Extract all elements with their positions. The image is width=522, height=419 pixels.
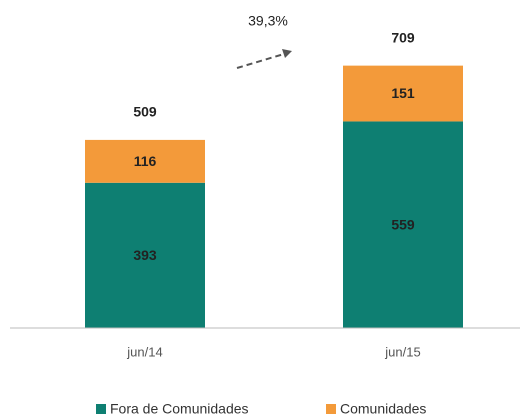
x-tick-label: jun/14 bbox=[126, 344, 162, 359]
growth-arrow-head bbox=[282, 49, 292, 58]
bar-segment bbox=[343, 65, 463, 122]
value-label: 559 bbox=[391, 216, 415, 232]
bar-segment bbox=[85, 139, 205, 183]
total-label: 709 bbox=[391, 29, 415, 45]
growth-annotation: 39,3% bbox=[248, 13, 288, 29]
bar-segment bbox=[85, 182, 205, 328]
legend-label: Fora de Comunidades bbox=[110, 401, 249, 417]
value-label: 393 bbox=[133, 247, 157, 263]
value-label: 151 bbox=[391, 85, 415, 101]
legend-swatch bbox=[96, 404, 106, 414]
growth-arrow bbox=[236, 53, 285, 69]
legend-label: Comunidades bbox=[340, 401, 426, 417]
value-label: 116 bbox=[134, 153, 157, 169]
total-label: 509 bbox=[133, 104, 157, 120]
x-tick-label: jun/15 bbox=[384, 344, 420, 359]
bar-segment bbox=[343, 121, 463, 329]
legend-swatch bbox=[326, 404, 336, 414]
